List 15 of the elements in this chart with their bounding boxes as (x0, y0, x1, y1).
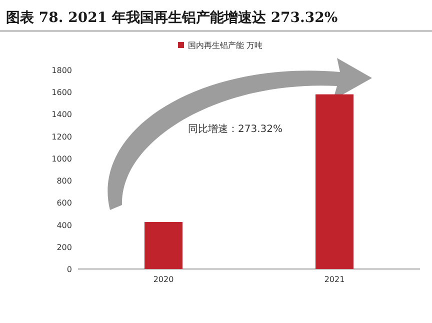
y-tick-label: 800 (56, 176, 72, 186)
y-tick-label: 400 (56, 220, 72, 230)
y-tick-label: 1800 (52, 66, 72, 75)
y-tick-label: 1400 (52, 110, 72, 120)
x-tick-label: 2021 (324, 275, 345, 284)
y-tick-label: 200 (56, 242, 72, 252)
chart-title: 图表 78. 2021 年我国再生铝产能增速达 273.32% (6, 9, 338, 26)
x-tick-label: 2020 (153, 275, 174, 284)
y-tick-label: 600 (56, 198, 72, 208)
legend-label: 国内再生铝产能 万吨 (188, 41, 263, 50)
y-tick-label: 1000 (52, 154, 72, 164)
annotation: 同比增速：273.32% (188, 123, 282, 135)
y-tick-label: 1200 (52, 132, 72, 142)
y-tick-label: 0 (66, 265, 72, 274)
y-tick-label: 1600 (52, 88, 72, 98)
